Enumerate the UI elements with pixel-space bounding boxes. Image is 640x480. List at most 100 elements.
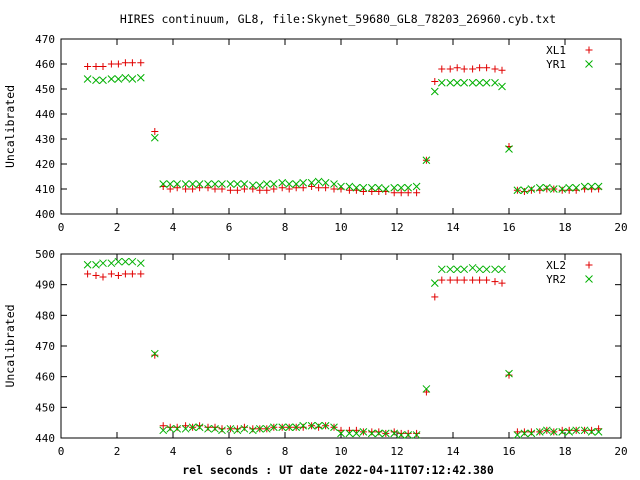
y-tick-label: 470: [35, 33, 55, 46]
data-point: [397, 429, 405, 437]
data-point: [565, 426, 573, 434]
data-point: [233, 425, 241, 433]
data-point: [359, 188, 367, 195]
data-point: [453, 265, 462, 274]
data-point: [121, 257, 130, 266]
data-point: [482, 265, 491, 274]
data-point: [233, 426, 242, 435]
x-tick-label: 16: [502, 445, 515, 458]
data-point: [367, 429, 376, 438]
data-point: [150, 349, 159, 358]
data-point: [137, 59, 145, 67]
data-point: [307, 178, 316, 187]
data-point: [314, 421, 323, 430]
data-point: [99, 63, 107, 70]
data-point: [99, 273, 107, 281]
plot-frame: [60, 253, 622, 439]
x-tick-label: 2: [114, 445, 121, 458]
data-point: [292, 184, 300, 192]
data-point: [505, 369, 513, 378]
data-point: [159, 180, 168, 188]
data-point: [460, 265, 469, 274]
data-point: [475, 265, 484, 274]
y-tick-label: 470: [35, 340, 55, 353]
series-YR2: [83, 257, 603, 439]
data-point: [107, 270, 115, 278]
y-tick-label: 440: [35, 432, 55, 445]
data-point: [173, 423, 181, 431]
data-point: [397, 431, 406, 439]
x-tick-label: 6: [226, 445, 233, 458]
data-point: [204, 423, 212, 431]
y-tick-label: 450: [35, 83, 55, 96]
data-point: [136, 73, 145, 82]
data-point: [337, 429, 345, 438]
data-point: [121, 270, 129, 278]
x-tick-label: 12: [390, 221, 403, 234]
legend-marker: [585, 60, 593, 68]
data-point: [269, 180, 278, 188]
data-point: [527, 186, 535, 194]
data-point: [107, 75, 116, 83]
data-point: [233, 180, 242, 188]
data-point: [491, 65, 499, 73]
data-point: [188, 423, 197, 432]
data-point: [374, 429, 383, 438]
data-point: [476, 276, 484, 284]
data-point: [173, 424, 182, 433]
data-point: [430, 87, 439, 96]
data-point: [413, 189, 421, 197]
data-point: [565, 183, 574, 192]
x-tick-label: 18: [558, 221, 571, 234]
x-tick-label: 8: [282, 221, 289, 234]
legend-marker: [585, 275, 593, 283]
data-point: [430, 279, 439, 287]
x-tick-label: 18: [558, 445, 571, 458]
data-point: [483, 276, 491, 284]
data-point: [321, 178, 330, 187]
data-point: [491, 278, 499, 286]
y-tick-label: 460: [35, 58, 55, 71]
data-point: [173, 180, 182, 188]
data-point: [196, 184, 204, 192]
data-point: [92, 63, 100, 70]
data-point: [352, 429, 361, 438]
data-point: [460, 78, 469, 87]
data-point: [195, 423, 204, 432]
data-point: [345, 429, 354, 438]
data-point: [446, 276, 454, 284]
data-point: [453, 64, 461, 72]
data-point: [107, 60, 115, 68]
data-point: [314, 177, 323, 186]
data-point: [498, 279, 506, 287]
data-point: [308, 183, 316, 190]
data-point: [422, 388, 430, 396]
data-point: [397, 189, 405, 197]
data-point: [482, 78, 491, 87]
data-point: [278, 184, 286, 192]
data-point: [92, 260, 100, 269]
data-point: [248, 426, 257, 435]
data-point: [381, 429, 390, 438]
data-point: [204, 184, 212, 192]
data-point: [107, 259, 116, 268]
x-axis-label: rel seconds : UT date 2022-04-11T07:12:4…: [182, 463, 494, 477]
x-tick-label: 4: [170, 221, 177, 234]
data-point: [83, 260, 92, 269]
data-point: [218, 180, 226, 188]
data-point: [475, 78, 484, 87]
data-point: [468, 78, 477, 87]
x-tick-label: 20: [614, 445, 627, 458]
data-point: [211, 180, 219, 188]
data-point: [535, 183, 544, 192]
y-tick-label: 440: [35, 108, 55, 121]
data-point: [292, 423, 301, 432]
data-point: [390, 428, 398, 436]
data-point: [460, 276, 468, 284]
data-point: [375, 188, 383, 195]
x-tick-label: 10: [334, 221, 347, 234]
data-point: [413, 429, 421, 437]
data-point: [255, 424, 264, 433]
